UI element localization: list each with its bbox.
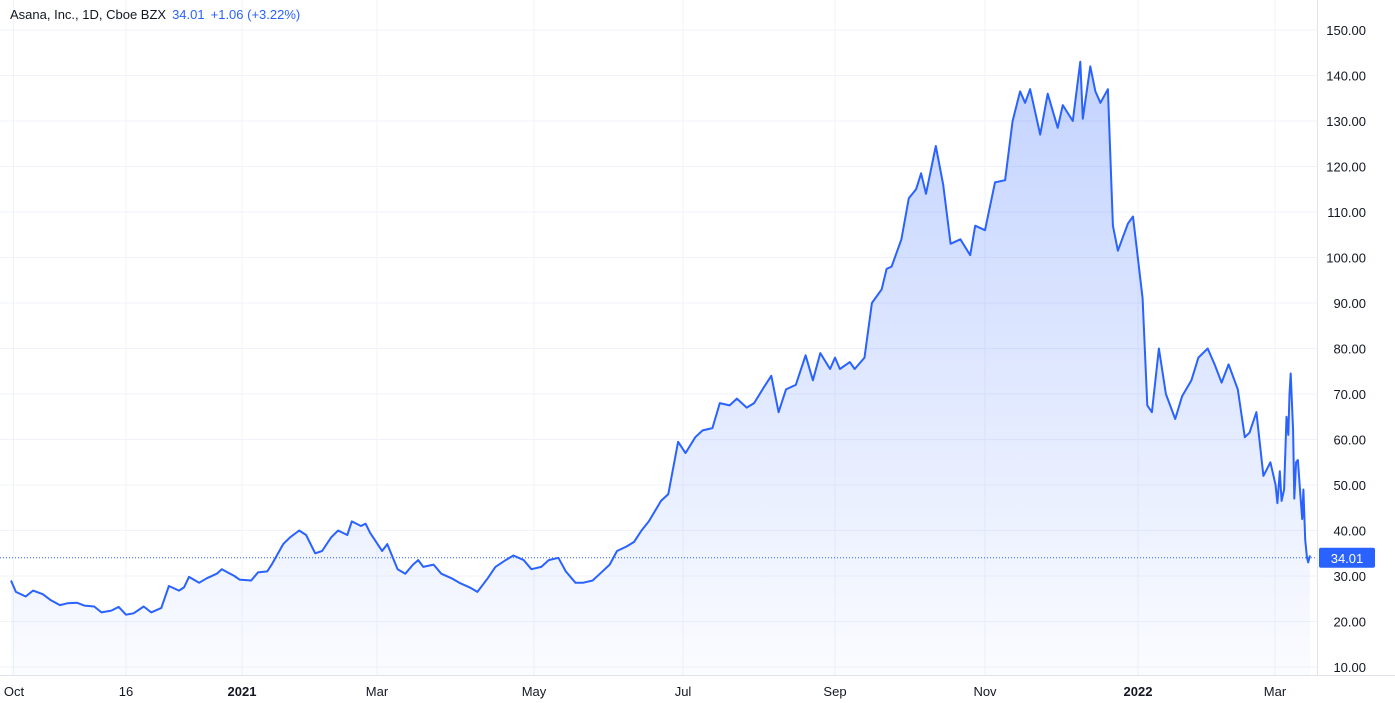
- x-tick-label: Oct: [4, 684, 25, 699]
- y-tick-label: 80.00: [1333, 342, 1366, 357]
- y-tick-label: 50.00: [1333, 478, 1366, 493]
- x-tick-label: Sep: [823, 684, 846, 699]
- x-tick-label: Jul: [675, 684, 692, 699]
- x-tick-label: Nov: [973, 684, 997, 699]
- last-price-tag-label: 34.01: [1331, 551, 1364, 566]
- time-axis[interactable]: Oct 16 2021 Mar May Jul Sep Nov 2022 Mar: [4, 684, 1287, 699]
- symbol-title[interactable]: Asana, Inc., 1D, Cboe BZX: [10, 7, 167, 22]
- y-tick-label: 140.00: [1326, 69, 1366, 84]
- y-tick-label: 70.00: [1333, 387, 1366, 402]
- y-tick-label: 20.00: [1333, 615, 1366, 630]
- y-tick-label: 110.00: [1327, 205, 1366, 220]
- y-tick-label: 150.00: [1326, 23, 1366, 38]
- chart-legend[interactable]: Asana, Inc., 1D, Cboe BZX 34.01 +1.06 (+3.…: [10, 7, 300, 22]
- x-tick-label: Mar: [1264, 684, 1287, 699]
- price-change: +1.06 (+3.22%): [210, 7, 301, 22]
- y-tick-label: 60.00: [1333, 433, 1366, 448]
- y-tick-label: 40.00: [1333, 524, 1366, 539]
- y-tick-label: 120.00: [1326, 160, 1366, 175]
- x-tick-label: 2022: [1124, 684, 1153, 699]
- y-tick-label: 130.00: [1326, 114, 1366, 129]
- y-tick-label: 100.00: [1326, 251, 1366, 266]
- last-price-tag-bg: [1319, 547, 1375, 568]
- x-tick-label: 16: [119, 684, 133, 699]
- x-tick-label: May: [522, 684, 547, 699]
- price-line: [10, 60, 1311, 616]
- x-tick-label: Mar: [366, 684, 389, 699]
- price-area-fill: [11, 61, 1310, 676]
- last-price-tag: 34.01: [1319, 547, 1375, 568]
- y-tick-label: 90.00: [1333, 296, 1366, 311]
- y-tick-label: 30.00: [1333, 569, 1366, 584]
- price-axis[interactable]: 150.00 140.00 130.00 120.00 110.00 100.00 90.0…: [1326, 23, 1366, 675]
- y-tick-label: 10.00: [1333, 660, 1366, 675]
- last-price-value: 34.01: [172, 7, 205, 22]
- x-tick-label: 2021: [228, 684, 257, 699]
